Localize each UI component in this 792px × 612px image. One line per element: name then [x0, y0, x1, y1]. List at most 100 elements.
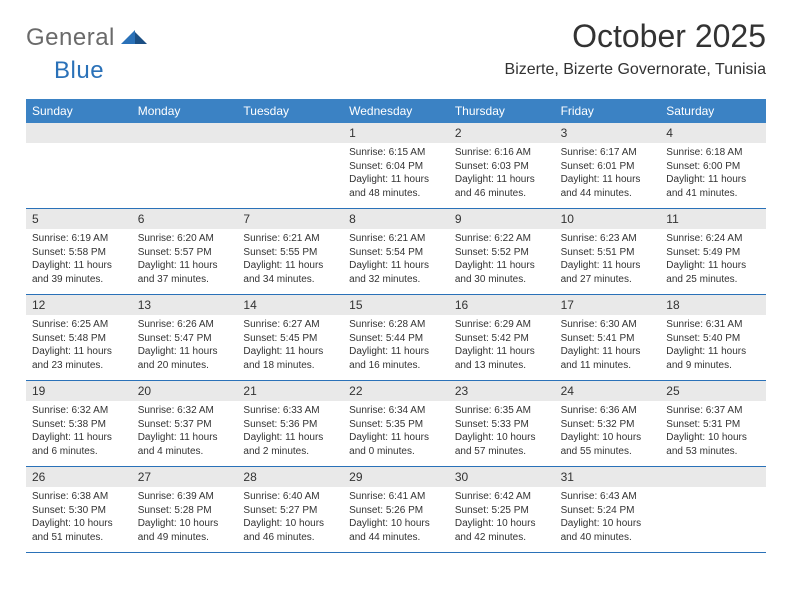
day-info-line: Sunrise: 6:34 AM [349, 404, 443, 418]
day-info-line: Sunrise: 6:27 AM [243, 318, 337, 332]
day-cell: Sunrise: 6:33 AMSunset: 5:36 PMDaylight:… [237, 401, 343, 466]
day-info-line: Daylight: 10 hours and 55 minutes. [561, 431, 655, 458]
day-info-line: Sunrise: 6:29 AM [455, 318, 549, 332]
day-info-line: Sunrise: 6:35 AM [455, 404, 549, 418]
week-row: 19202122232425Sunrise: 6:32 AMSunset: 5:… [26, 381, 766, 467]
day-number [26, 123, 132, 143]
day-cell: Sunrise: 6:32 AMSunset: 5:38 PMDaylight:… [26, 401, 132, 466]
day-info-line: Sunrise: 6:21 AM [243, 232, 337, 246]
day-cell: Sunrise: 6:18 AMSunset: 6:00 PMDaylight:… [660, 143, 766, 208]
day-info-line: Daylight: 10 hours and 44 minutes. [349, 517, 443, 544]
day-info-line: Daylight: 11 hours and 11 minutes. [561, 345, 655, 372]
calendar-page: General October 2025 Bizerte, Bizerte Go… [0, 0, 792, 553]
day-number-row: 12131415161718 [26, 295, 766, 315]
day-number: 12 [26, 295, 132, 315]
day-info-line: Daylight: 11 hours and 37 minutes. [138, 259, 232, 286]
day-number: 14 [237, 295, 343, 315]
day-info-line: Sunset: 5:28 PM [138, 504, 232, 518]
day-body-row: Sunrise: 6:38 AMSunset: 5:30 PMDaylight:… [26, 487, 766, 552]
brand-part2: Blue [54, 57, 104, 84]
day-cell: Sunrise: 6:40 AMSunset: 5:27 PMDaylight:… [237, 487, 343, 552]
day-info-line: Daylight: 10 hours and 51 minutes. [32, 517, 126, 544]
day-info-line: Sunset: 5:33 PM [455, 418, 549, 432]
day-number-row: 1234 [26, 123, 766, 143]
day-info-line: Sunset: 5:54 PM [349, 246, 443, 260]
location-subtitle: Bizerte, Bizerte Governorate, Tunisia [505, 61, 766, 79]
day-number: 29 [343, 467, 449, 487]
day-number: 2 [449, 123, 555, 143]
day-number [237, 123, 343, 143]
day-info-line: Daylight: 11 hours and 2 minutes. [243, 431, 337, 458]
day-info-line: Sunrise: 6:32 AM [32, 404, 126, 418]
day-info-line: Sunset: 5:48 PM [32, 332, 126, 346]
day-number: 28 [237, 467, 343, 487]
day-info-line: Daylight: 11 hours and 27 minutes. [561, 259, 655, 286]
day-cell: Sunrise: 6:28 AMSunset: 5:44 PMDaylight:… [343, 315, 449, 380]
day-info-line: Sunrise: 6:18 AM [666, 146, 760, 160]
week-row: 1234Sunrise: 6:15 AMSunset: 6:04 PMDayli… [26, 123, 766, 209]
day-cell: Sunrise: 6:35 AMSunset: 5:33 PMDaylight:… [449, 401, 555, 466]
day-info-line: Daylight: 11 hours and 20 minutes. [138, 345, 232, 372]
day-cell: Sunrise: 6:22 AMSunset: 5:52 PMDaylight:… [449, 229, 555, 294]
day-info-line: Daylight: 11 hours and 13 minutes. [455, 345, 549, 372]
day-info-line: Sunrise: 6:19 AM [32, 232, 126, 246]
day-info-line: Daylight: 10 hours and 40 minutes. [561, 517, 655, 544]
day-info-line: Sunset: 5:38 PM [32, 418, 126, 432]
day-number: 11 [660, 209, 766, 229]
day-info-line: Sunset: 5:35 PM [349, 418, 443, 432]
day-cell: Sunrise: 6:41 AMSunset: 5:26 PMDaylight:… [343, 487, 449, 552]
day-number: 16 [449, 295, 555, 315]
day-info-line: Sunset: 5:30 PM [32, 504, 126, 518]
calendar-grid: Sunday Monday Tuesday Wednesday Thursday… [26, 99, 766, 553]
weeks-container: 1234Sunrise: 6:15 AMSunset: 6:04 PMDayli… [26, 123, 766, 553]
day-info-line: Sunrise: 6:17 AM [561, 146, 655, 160]
day-info-line: Daylight: 11 hours and 39 minutes. [32, 259, 126, 286]
day-number: 8 [343, 209, 449, 229]
day-info-line: Sunset: 5:49 PM [666, 246, 760, 260]
weekday-header: Thursday [449, 99, 555, 123]
day-info-line: Sunrise: 6:38 AM [32, 490, 126, 504]
day-number: 1 [343, 123, 449, 143]
day-number [132, 123, 238, 143]
day-cell: Sunrise: 6:39 AMSunset: 5:28 PMDaylight:… [132, 487, 238, 552]
day-cell: Sunrise: 6:24 AMSunset: 5:49 PMDaylight:… [660, 229, 766, 294]
day-info-line: Sunrise: 6:23 AM [561, 232, 655, 246]
day-info-line: Sunset: 6:00 PM [666, 160, 760, 174]
weekday-header: Tuesday [237, 99, 343, 123]
weekday-header: Saturday [660, 99, 766, 123]
day-body-row: Sunrise: 6:32 AMSunset: 5:38 PMDaylight:… [26, 401, 766, 466]
day-cell: Sunrise: 6:23 AMSunset: 5:51 PMDaylight:… [555, 229, 661, 294]
day-info-line: Daylight: 11 hours and 16 minutes. [349, 345, 443, 372]
day-info-line: Sunrise: 6:32 AM [138, 404, 232, 418]
day-info-line: Sunrise: 6:43 AM [561, 490, 655, 504]
day-cell: Sunrise: 6:27 AMSunset: 5:45 PMDaylight:… [237, 315, 343, 380]
day-info-line: Sunrise: 6:33 AM [243, 404, 337, 418]
day-cell: Sunrise: 6:25 AMSunset: 5:48 PMDaylight:… [26, 315, 132, 380]
day-body-row: Sunrise: 6:25 AMSunset: 5:48 PMDaylight:… [26, 315, 766, 380]
day-info-line: Daylight: 10 hours and 42 minutes. [455, 517, 549, 544]
day-number: 21 [237, 381, 343, 401]
day-info-line: Sunrise: 6:15 AM [349, 146, 443, 160]
week-row: 567891011Sunrise: 6:19 AMSunset: 5:58 PM… [26, 209, 766, 295]
month-title: October 2025 [505, 18, 766, 55]
day-body-row: Sunrise: 6:15 AMSunset: 6:04 PMDaylight:… [26, 143, 766, 208]
week-row: 12131415161718Sunrise: 6:25 AMSunset: 5:… [26, 295, 766, 381]
day-number: 4 [660, 123, 766, 143]
day-info-line: Sunset: 5:40 PM [666, 332, 760, 346]
day-info-line: Sunset: 5:41 PM [561, 332, 655, 346]
day-info-line: Sunset: 5:52 PM [455, 246, 549, 260]
day-info-line: Daylight: 11 hours and 0 minutes. [349, 431, 443, 458]
day-number: 13 [132, 295, 238, 315]
day-info-line: Sunset: 5:32 PM [561, 418, 655, 432]
day-info-line: Sunrise: 6:41 AM [349, 490, 443, 504]
day-info-line: Sunrise: 6:21 AM [349, 232, 443, 246]
day-number [660, 467, 766, 487]
day-number: 27 [132, 467, 238, 487]
day-cell: Sunrise: 6:34 AMSunset: 5:35 PMDaylight:… [343, 401, 449, 466]
day-info-line: Sunset: 5:26 PM [349, 504, 443, 518]
day-number-row: 262728293031 [26, 467, 766, 487]
day-info-line: Daylight: 11 hours and 4 minutes. [138, 431, 232, 458]
brand-part1: General [26, 24, 115, 52]
day-info-line: Daylight: 10 hours and 49 minutes. [138, 517, 232, 544]
day-cell: Sunrise: 6:26 AMSunset: 5:47 PMDaylight:… [132, 315, 238, 380]
